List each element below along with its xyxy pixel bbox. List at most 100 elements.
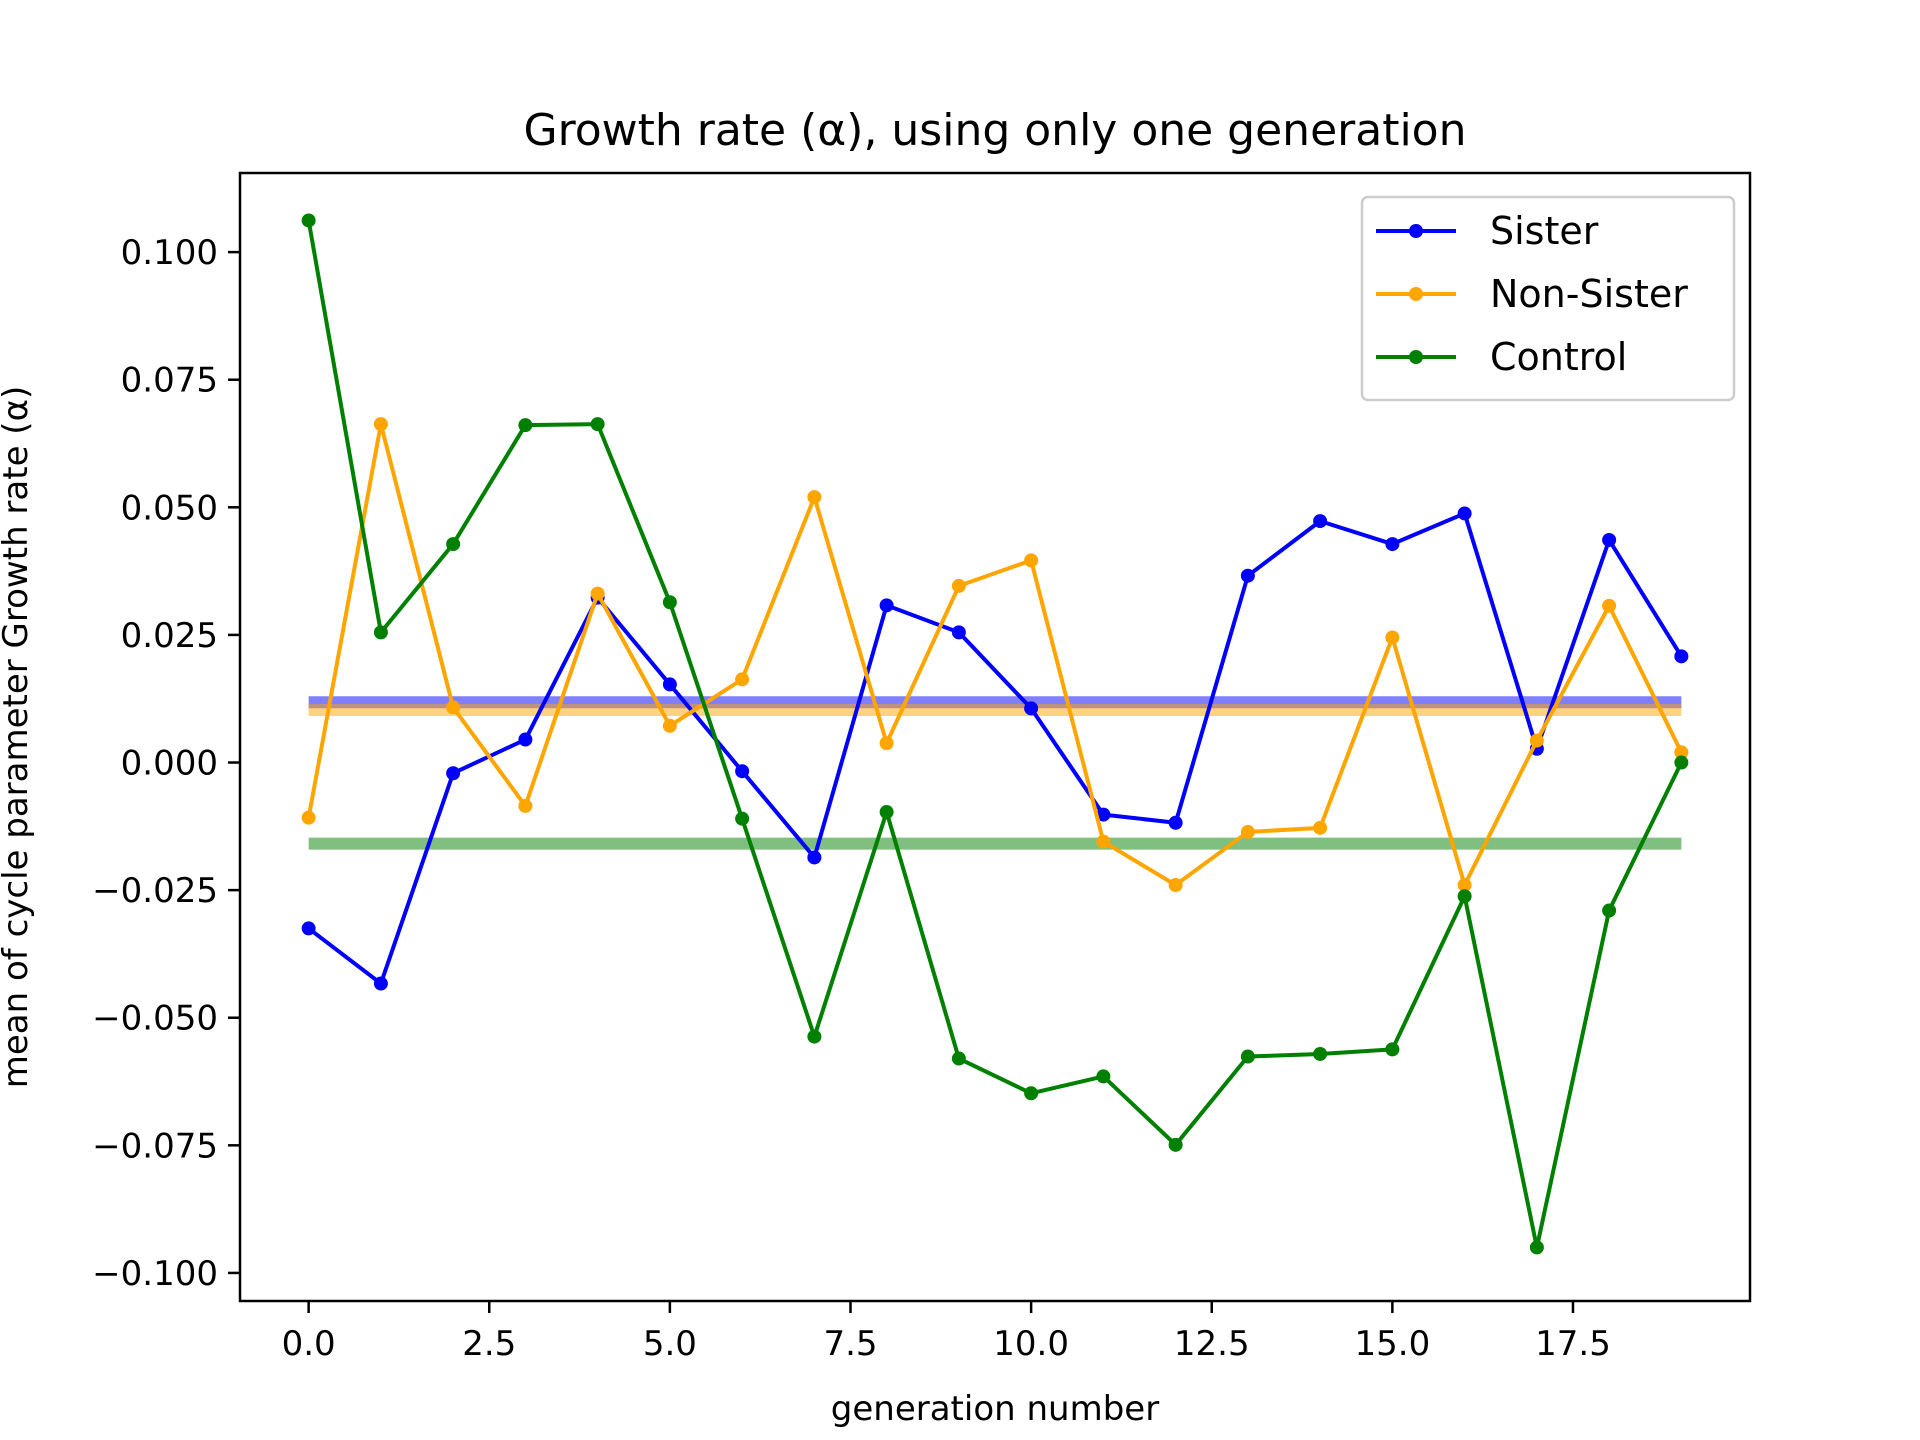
data-point-control — [879, 805, 894, 820]
x-tick-label: 7.5 — [823, 1324, 877, 1364]
series-control — [301, 213, 1689, 1255]
data-point-control — [735, 811, 750, 826]
y-tick-label: 0.075 — [121, 361, 218, 401]
legend-box — [1360, 195, 1736, 402]
data-point-non-sister — [951, 578, 966, 593]
y-axis-label: mean of cycle parameter Growth rate (α) — [0, 386, 36, 1088]
data-point-non-sister — [1385, 630, 1400, 645]
data-point-sister — [735, 764, 750, 779]
data-point-non-sister — [1096, 834, 1111, 849]
data-point-control — [1529, 1240, 1544, 1255]
series-line-control — [306, 220, 1684, 1250]
data-point-control — [1313, 1046, 1328, 1061]
data-point-sister — [879, 598, 894, 613]
legend-label-non-sister: Non-Sister — [1490, 272, 1688, 316]
legend-marker-control — [1409, 350, 1423, 364]
y-tick-label: −0.025 — [92, 871, 218, 911]
data-point-sister — [951, 625, 966, 640]
data-point-non-sister — [1674, 745, 1689, 760]
data-point-control — [446, 537, 461, 552]
series-lines — [301, 213, 1689, 1255]
series-line-non-sister — [306, 422, 1684, 888]
data-point-control — [1674, 755, 1689, 770]
legend: Sister Non-Sister Control — [1360, 195, 1736, 402]
y-tick-label: 0.100 — [121, 233, 218, 273]
data-point-control — [590, 417, 605, 432]
y-tick-label: −0.075 — [92, 1126, 218, 1166]
data-point-control — [518, 418, 533, 433]
data-point-sister — [1240, 568, 1255, 583]
data-point-sister — [1674, 649, 1689, 664]
legend-item-control: Control — [1376, 335, 1627, 379]
data-point-sister — [1168, 815, 1183, 830]
x-axis: 0.0 2.5 5.0 7.5 10.0 12.5 15.0 17.5 — [282, 1301, 1611, 1364]
x-tick-label: 5.0 — [643, 1324, 697, 1364]
data-point-control — [1240, 1049, 1255, 1064]
x-tick-label: 10.0 — [993, 1324, 1069, 1364]
data-point-non-sister — [1529, 733, 1544, 748]
legend-label-control: Control — [1490, 335, 1627, 379]
data-point-sister — [518, 732, 533, 747]
data-point-control — [951, 1051, 966, 1066]
x-axis-label: generation number — [831, 1389, 1159, 1429]
legend-item-non-sister: Non-Sister — [1376, 272, 1688, 316]
data-point-non-sister — [446, 700, 461, 715]
y-tick-label: −0.100 — [92, 1254, 218, 1294]
series-sister — [301, 506, 1689, 991]
y-tick-label: −0.050 — [92, 999, 218, 1039]
data-point-non-sister — [1168, 878, 1183, 893]
data-point-control — [1385, 1042, 1400, 1057]
data-point-non-sister — [1240, 824, 1255, 839]
data-point-non-sister — [373, 417, 388, 432]
data-point-non-sister — [879, 736, 894, 751]
y-tick-label: 0.025 — [121, 616, 218, 656]
data-point-non-sister — [301, 810, 316, 825]
data-point-non-sister — [1602, 598, 1617, 613]
data-point-sister — [1457, 506, 1472, 521]
data-point-sister — [446, 766, 461, 781]
data-point-control — [301, 213, 316, 228]
data-point-sister — [1602, 532, 1617, 547]
x-tick-label: 15.0 — [1355, 1324, 1431, 1364]
data-point-control — [1168, 1137, 1183, 1152]
data-point-sister — [373, 976, 388, 991]
y-tick-label: 0.000 — [121, 744, 218, 784]
y-axis: 0.100 0.075 0.050 0.025 0.000 −0.025 −0.050 −0.… — [92, 233, 240, 1294]
data-point-non-sister — [1313, 820, 1328, 835]
data-point-sister — [807, 850, 822, 865]
data-point-control — [807, 1029, 822, 1044]
data-point-non-sister — [807, 490, 822, 505]
series-line-sister — [307, 511, 1684, 986]
legend-item-sister: Sister — [1376, 209, 1599, 253]
data-point-sister — [1096, 807, 1111, 822]
chart-title: Growth rate (α), using only one generati… — [524, 105, 1467, 156]
legend-marker-non-sister — [1409, 287, 1423, 301]
plot-frame — [238, 171, 1752, 1303]
data-point-non-sister — [590, 586, 605, 601]
data-point-non-sister — [1024, 553, 1039, 568]
data-point-control — [1096, 1069, 1111, 1084]
x-tick-label: 0.0 — [282, 1324, 336, 1364]
data-point-non-sister — [1457, 878, 1472, 893]
x-tick-label: 12.5 — [1174, 1324, 1250, 1364]
data-point-non-sister — [735, 672, 750, 687]
data-point-non-sister — [662, 718, 677, 733]
data-point-control — [373, 625, 388, 640]
data-point-control — [1024, 1086, 1039, 1101]
data-point-control — [1602, 903, 1617, 918]
data-point-control — [662, 595, 677, 610]
series-non-sister — [301, 417, 1689, 893]
x-tick-label: 2.5 — [462, 1324, 516, 1364]
data-point-sister — [662, 677, 677, 692]
data-point-sister — [1313, 514, 1328, 529]
data-point-non-sister — [518, 798, 533, 813]
data-point-sister — [1024, 701, 1039, 716]
mean-lines — [308, 696, 1682, 850]
data-point-control — [1457, 889, 1472, 904]
data-point-sister — [1385, 537, 1400, 552]
legend-marker-sister — [1409, 224, 1423, 238]
legend-label-sister: Sister — [1490, 209, 1599, 253]
data-point-sister — [301, 921, 316, 936]
y-tick-label: 0.050 — [121, 488, 218, 528]
